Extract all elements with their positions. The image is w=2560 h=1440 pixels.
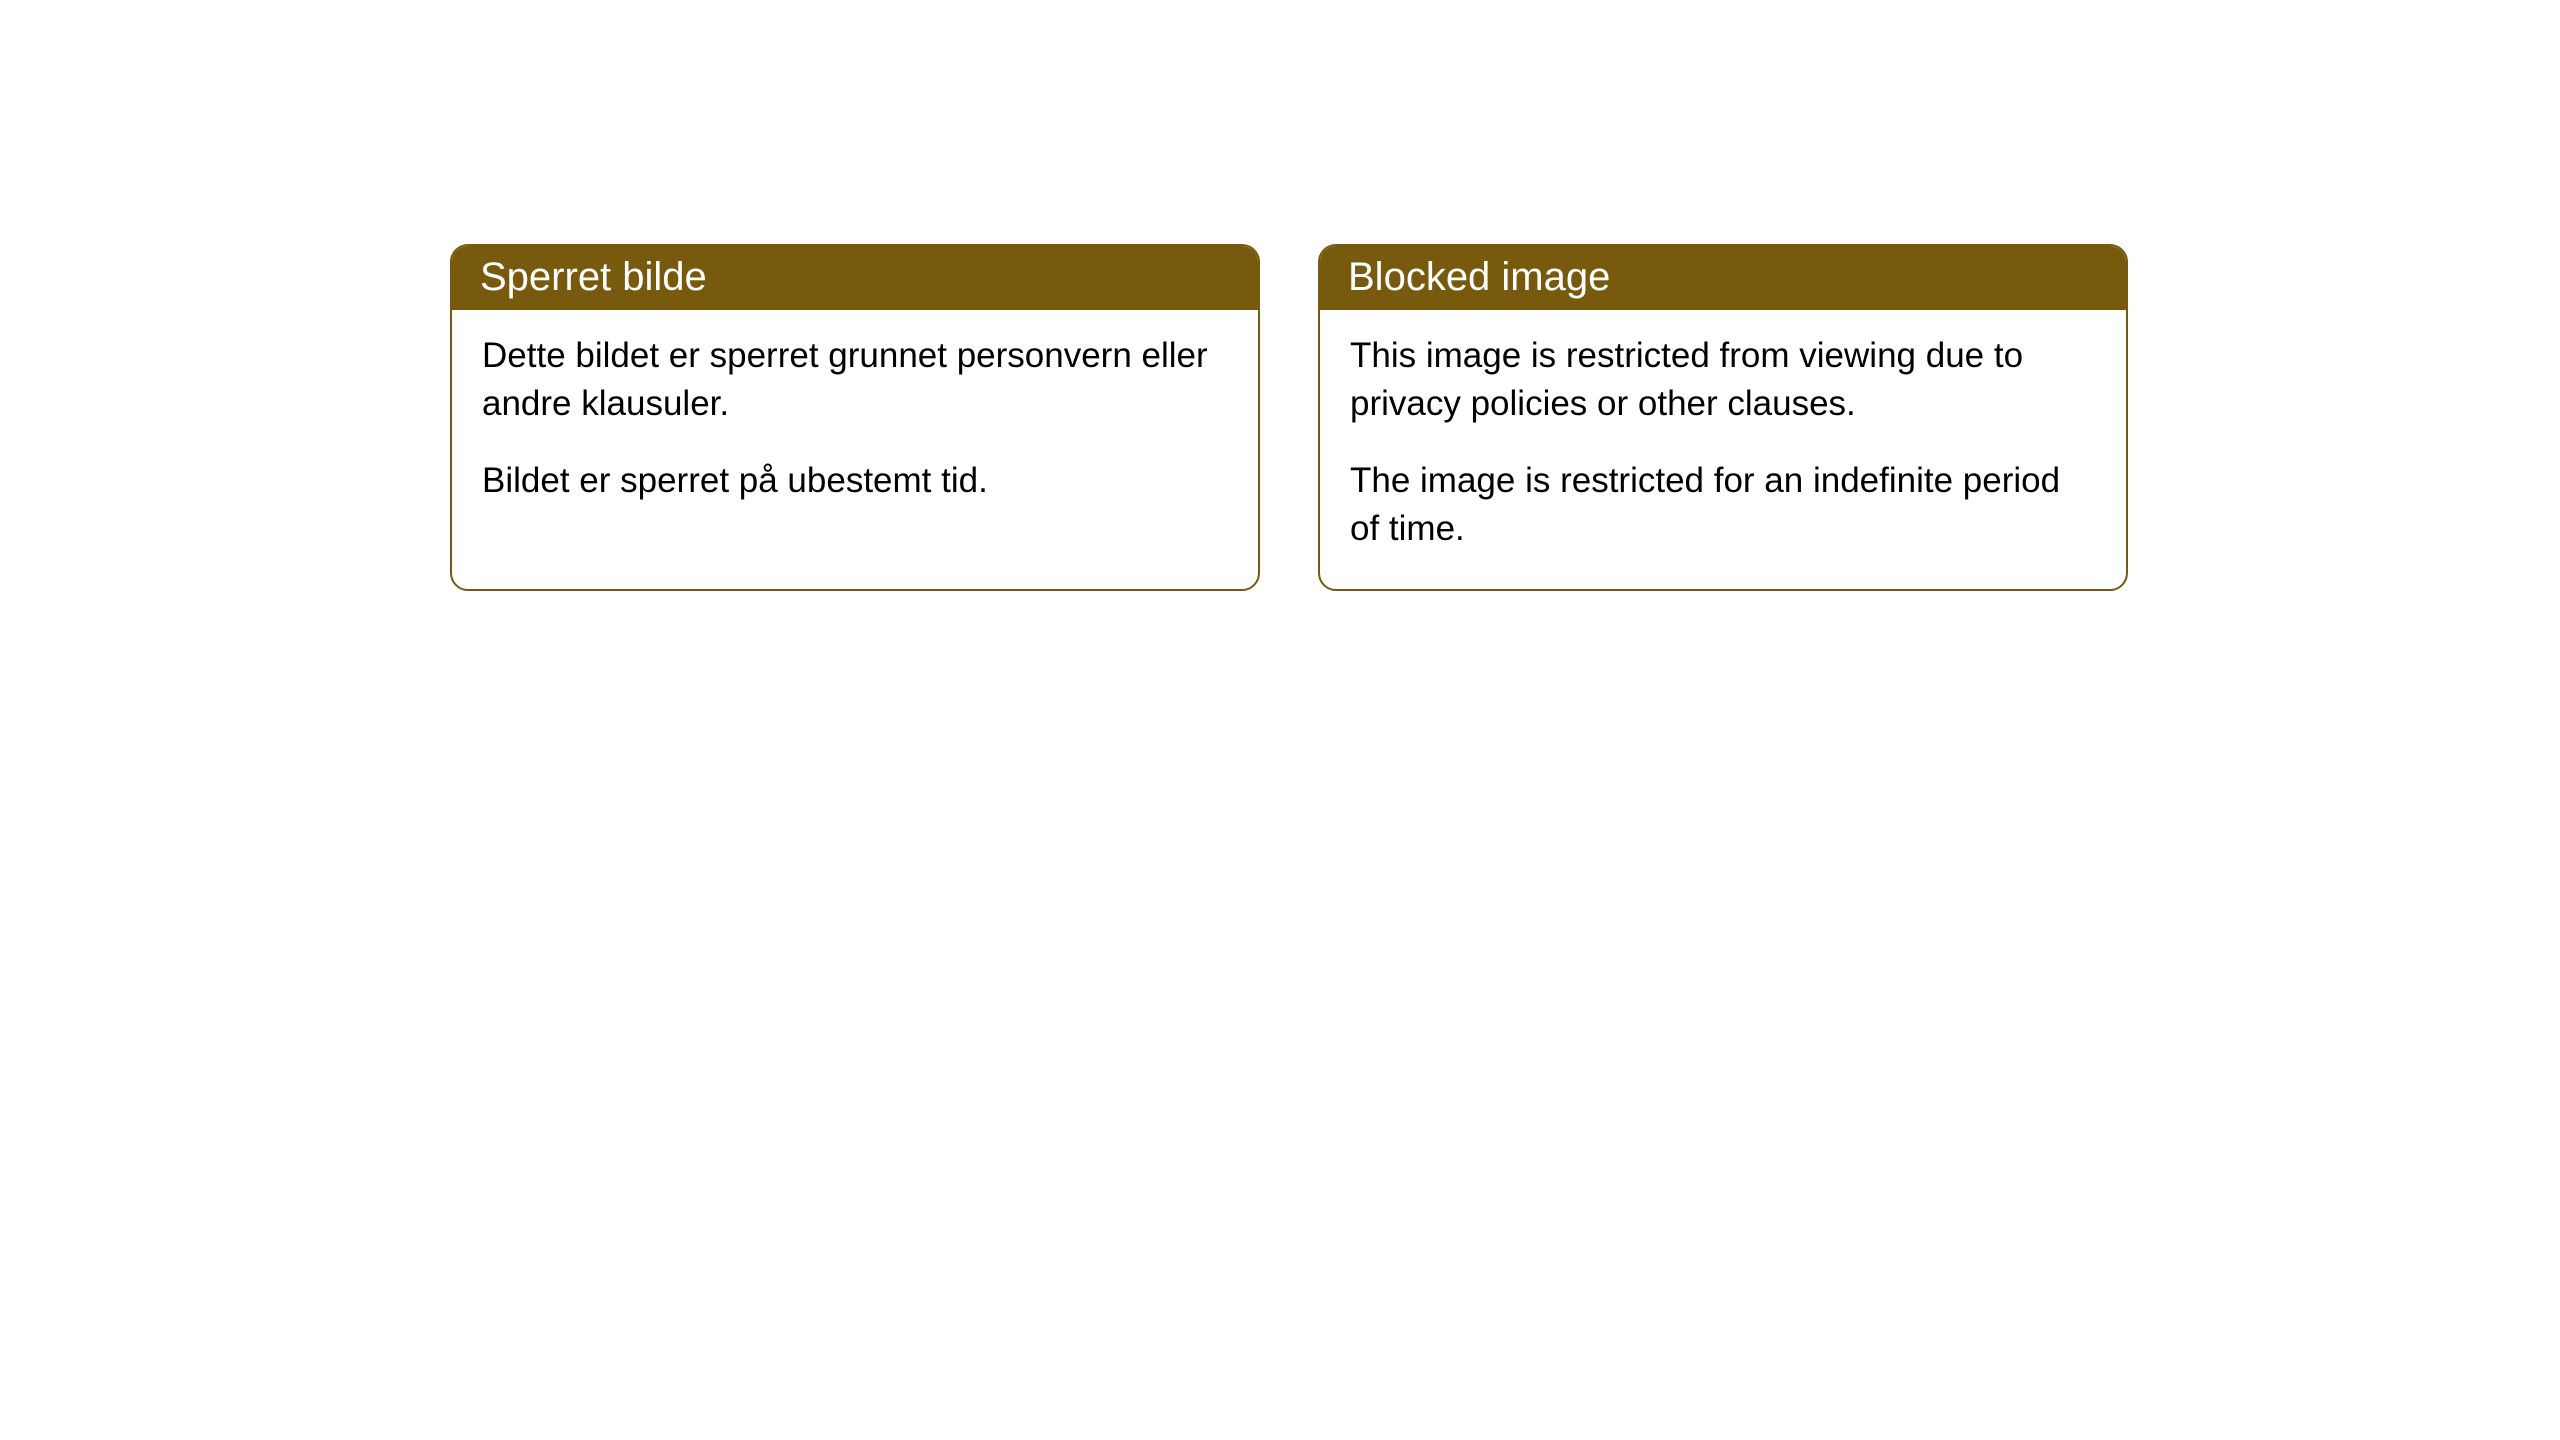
body-paragraph-1: This image is restricted from viewing du… <box>1350 332 2096 429</box>
card-title: Sperret bilde <box>480 255 707 299</box>
body-paragraph-2: Bildet er sperret på ubestemt tid. <box>482 457 1228 505</box>
card-header: Sperret bilde <box>452 246 1258 310</box>
body-paragraph-1: Dette bildet er sperret grunnet personve… <box>482 332 1228 429</box>
card-header: Blocked image <box>1320 246 2126 310</box>
card-title: Blocked image <box>1348 255 1610 299</box>
notice-card-norwegian: Sperret bilde Dette bildet er sperret gr… <box>450 244 1260 591</box>
card-body: This image is restricted from viewing du… <box>1320 310 2126 589</box>
body-paragraph-2: The image is restricted for an indefinit… <box>1350 457 2096 554</box>
card-body: Dette bildet er sperret grunnet personve… <box>452 310 1258 541</box>
notice-cards-container: Sperret bilde Dette bildet er sperret gr… <box>450 244 2128 591</box>
notice-card-english: Blocked image This image is restricted f… <box>1318 244 2128 591</box>
